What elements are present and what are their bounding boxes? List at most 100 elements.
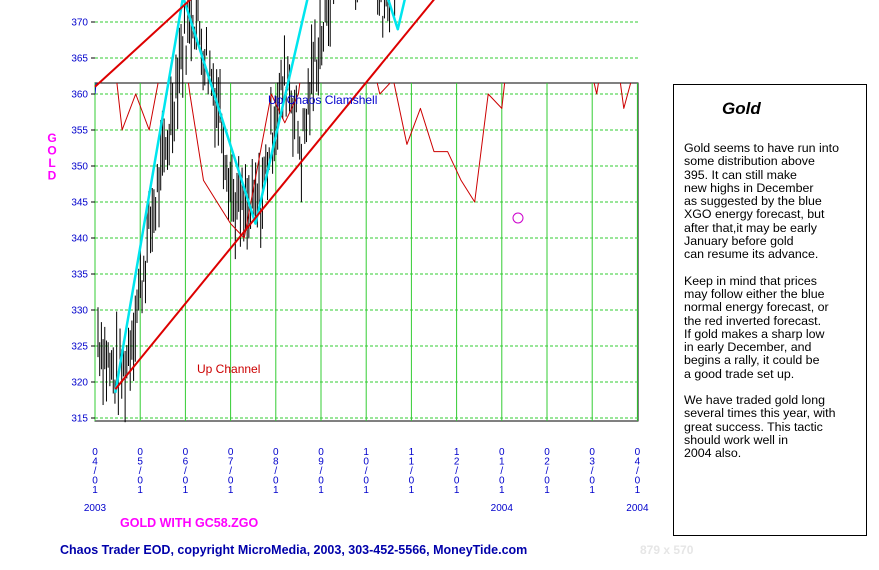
x-tick-label: 0: [635, 476, 641, 487]
x-tick-label: 9: [318, 457, 324, 468]
y-axis: 3153203253303353403453503553603653703753…: [71, 18, 95, 425]
x-tick-label: 4: [92, 457, 98, 468]
x-tick-label: 3: [589, 457, 595, 468]
x-tick-label: /: [365, 466, 368, 477]
panel-body: Gold seems to have run into some distrib…: [684, 141, 866, 474]
year-label: 2004: [491, 503, 514, 514]
x-tick-label: /: [546, 466, 549, 477]
panel-title: Gold: [722, 99, 761, 118]
x-tick-label: /: [320, 466, 323, 477]
series-cyan-path: [114, 0, 406, 394]
y-tick-label: 350: [71, 162, 88, 173]
channel-lines: [94, 0, 435, 394]
x-tick-label: 0: [454, 476, 460, 487]
forecast-marker: [512, 212, 524, 224]
annotation-up-chaos-clamshell: Up Chaos Clamshell: [268, 93, 377, 107]
x-tick-label: 1: [454, 485, 460, 496]
y-tick-label: 360: [71, 90, 88, 101]
x-tick-label: /: [139, 466, 142, 477]
y-tick-label: 340: [71, 234, 88, 245]
x-tick-label: 1: [409, 447, 415, 458]
x-tick-label: 0: [318, 476, 324, 487]
x-tick-label: 0: [137, 447, 143, 458]
x-tick-label: 1: [92, 485, 98, 496]
x-tick-label: 0: [589, 476, 595, 487]
x-tick-label: 0: [409, 476, 415, 487]
x-tick-label: 0: [92, 476, 98, 487]
x-tick-label: /: [410, 466, 413, 477]
y-tick-label: 370: [71, 18, 88, 29]
channel-lower: [114, 0, 435, 390]
x-tick-label: 8: [273, 457, 279, 468]
x-tick-label: 0: [318, 447, 324, 458]
x-tick-label: 0: [92, 447, 98, 458]
x-tick-label: 0: [363, 476, 369, 487]
x-tick-label: 2: [544, 457, 550, 468]
y-tick-label: 365: [71, 54, 88, 65]
x-tick-label: 0: [273, 476, 279, 487]
panel-paragraph: Gold seems to have run into some distrib…: [684, 141, 839, 262]
x-tick-label: 0: [589, 447, 595, 458]
x-tick-label: 0: [228, 447, 234, 458]
x-tick-label: 1: [363, 447, 369, 458]
y-tick-label: 320: [71, 378, 88, 389]
x-tick-label: 0: [499, 447, 505, 458]
x-tick-label: 1: [409, 457, 415, 468]
channel-upper: [94, 0, 192, 88]
x-tick-label: 4: [635, 457, 641, 468]
title-letter: L: [48, 156, 55, 170]
title-letter: G: [47, 131, 56, 145]
y-tick-label: 335: [71, 270, 88, 281]
x-tick-label: 0: [273, 447, 279, 458]
x-tick-label: 1: [409, 485, 415, 496]
gold-chart: 3153203253303353403453503553603653703753…: [47, 0, 649, 514]
y-tick-label: 315: [71, 414, 88, 425]
x-tick-label: /: [455, 466, 458, 477]
x-tick-label: 1: [318, 485, 324, 496]
title-letter: O: [47, 144, 56, 158]
chart-title-vertical: GOLD: [47, 131, 56, 183]
x-tick-label: 0: [183, 476, 189, 487]
x-tick-label: 0: [183, 447, 189, 458]
x-tick-label: 0: [544, 476, 550, 487]
grid: [94, 21, 638, 421]
x-tick-label: 7: [228, 457, 234, 468]
x-tick-label: 5: [137, 457, 143, 468]
x-tick-label: 1: [499, 485, 505, 496]
x-tick-label: 1: [454, 447, 460, 458]
x-tick-label: /: [500, 466, 503, 477]
x-tick-label: 0: [228, 476, 234, 487]
x-tick-label: 1: [544, 485, 550, 496]
panel-paragraph: We have traded gold long several times t…: [684, 393, 836, 461]
image-dimensions: 879 x 570: [640, 543, 694, 557]
x-tick-label: 1: [273, 485, 279, 496]
y-tick-label: 345: [71, 198, 88, 209]
y-tick-label: 330: [71, 306, 88, 317]
annotation-up-channel: Up Channel: [197, 362, 260, 376]
x-tick-label: 1: [183, 485, 189, 496]
x-tick-label: 1: [228, 485, 234, 496]
x-tick-label: 2: [454, 457, 460, 468]
x-tick-label: 1: [137, 485, 143, 496]
year-label: 2004: [626, 503, 649, 514]
x-tick-label: 1: [363, 485, 369, 496]
chart-subtitle: GOLD WITH GC58.ZGO: [120, 516, 259, 530]
x-tick-label: /: [184, 466, 187, 477]
x-tick-label: 0: [499, 476, 505, 487]
x-tick-label: 6: [183, 457, 189, 468]
y-tick-label: 355: [71, 126, 88, 137]
x-axis: 04/0105/0106/0107/0108/0109/0110/0111/01…: [84, 447, 649, 514]
panel-paragraph: Keep in mind that prices may follow eith…: [684, 273, 829, 381]
x-tick-label: 0: [635, 447, 641, 458]
x-tick-label: /: [94, 466, 97, 477]
year-label: 2003: [84, 503, 107, 514]
x-tick-label: /: [229, 466, 232, 477]
x-tick-label: 1: [635, 485, 641, 496]
x-tick-label: 0: [363, 457, 369, 468]
footer-copyright: Chaos Trader EOD, copyright MicroMedia, …: [60, 543, 528, 557]
x-tick-label: /: [636, 466, 639, 477]
x-tick-label: /: [591, 466, 594, 477]
commentary-panel: Gold Gold seems to have run into some di…: [673, 84, 867, 536]
x-tick-label: 0: [544, 447, 550, 458]
x-tick-label: 1: [589, 485, 595, 496]
